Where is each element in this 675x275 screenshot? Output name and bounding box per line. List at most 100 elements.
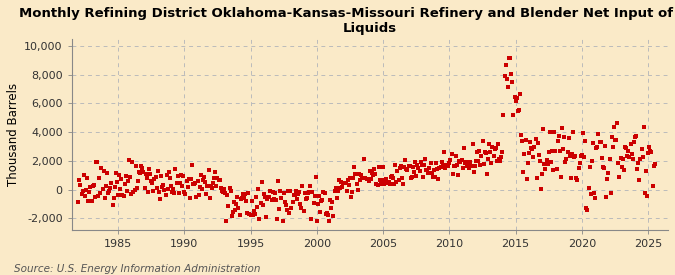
Point	[488, 154, 499, 159]
Point	[99, 169, 109, 173]
Point	[404, 164, 415, 168]
Point	[120, 174, 131, 178]
Point	[217, 189, 227, 193]
Point	[481, 151, 491, 155]
Point	[277, 218, 288, 223]
Point	[299, 191, 310, 196]
Point	[340, 180, 351, 185]
Point	[393, 177, 404, 182]
Point	[538, 127, 549, 131]
Point	[396, 164, 406, 168]
Point	[107, 203, 118, 207]
Point	[363, 179, 374, 183]
Point	[212, 176, 223, 180]
Point	[415, 159, 426, 164]
Point	[200, 180, 211, 184]
Point	[543, 150, 554, 154]
Point	[332, 189, 343, 193]
Point	[354, 177, 365, 182]
Point	[179, 189, 190, 194]
Point	[307, 190, 318, 194]
Point	[168, 187, 179, 191]
Point	[516, 133, 526, 138]
Point	[450, 164, 460, 168]
Point	[74, 177, 85, 182]
Point	[582, 207, 593, 212]
Point	[142, 190, 153, 195]
Point	[232, 194, 243, 199]
Point	[576, 153, 587, 158]
Point	[414, 169, 425, 173]
Point	[520, 138, 531, 142]
Point	[645, 148, 656, 153]
Point	[339, 181, 350, 185]
Point	[125, 175, 136, 180]
Point	[234, 213, 245, 217]
Point	[594, 140, 605, 145]
Point	[603, 171, 614, 175]
Point	[371, 182, 382, 186]
Point	[372, 183, 383, 187]
Point	[623, 148, 634, 153]
Point	[127, 160, 138, 164]
Point	[167, 189, 178, 194]
Point	[180, 191, 191, 196]
Point	[539, 161, 549, 166]
Point	[625, 142, 636, 147]
Point	[621, 145, 632, 150]
Point	[290, 192, 300, 197]
Point	[587, 158, 597, 163]
Point	[375, 182, 386, 186]
Point	[316, 199, 327, 203]
Point	[295, 201, 306, 206]
Point	[314, 193, 325, 198]
Point	[514, 92, 525, 96]
Point	[402, 168, 413, 172]
Point	[230, 208, 240, 213]
Point	[639, 125, 649, 130]
Point	[383, 180, 394, 184]
Point	[497, 150, 508, 155]
Point	[250, 211, 261, 216]
Point	[472, 150, 483, 154]
Point	[391, 180, 402, 184]
Point	[369, 167, 379, 171]
Point	[563, 136, 574, 140]
Point	[153, 169, 163, 173]
Point	[221, 219, 232, 223]
Point	[229, 200, 240, 204]
Point	[109, 185, 120, 189]
Point	[196, 187, 207, 191]
Point	[370, 172, 381, 176]
Point	[445, 157, 456, 162]
Point	[564, 153, 575, 158]
Point	[441, 163, 452, 167]
Point	[562, 150, 573, 154]
Point	[585, 165, 595, 170]
Point	[111, 180, 122, 185]
Point	[84, 189, 95, 194]
Point	[454, 159, 464, 163]
Point	[238, 192, 248, 196]
Point	[605, 191, 616, 195]
Point	[90, 160, 101, 164]
Point	[384, 182, 395, 186]
Point	[566, 176, 576, 180]
Point	[222, 193, 233, 197]
Point	[595, 140, 606, 145]
Point	[530, 137, 541, 141]
Point	[468, 170, 479, 174]
Point	[317, 197, 328, 202]
Point	[207, 186, 217, 190]
Point	[203, 167, 214, 172]
Point	[196, 173, 207, 177]
Point	[290, 189, 301, 194]
Point	[318, 190, 329, 194]
Point	[358, 176, 369, 180]
Point	[243, 191, 254, 196]
Point	[273, 179, 284, 183]
Point	[158, 183, 169, 187]
Point	[346, 195, 356, 200]
Point	[257, 202, 268, 207]
Point	[367, 171, 377, 175]
